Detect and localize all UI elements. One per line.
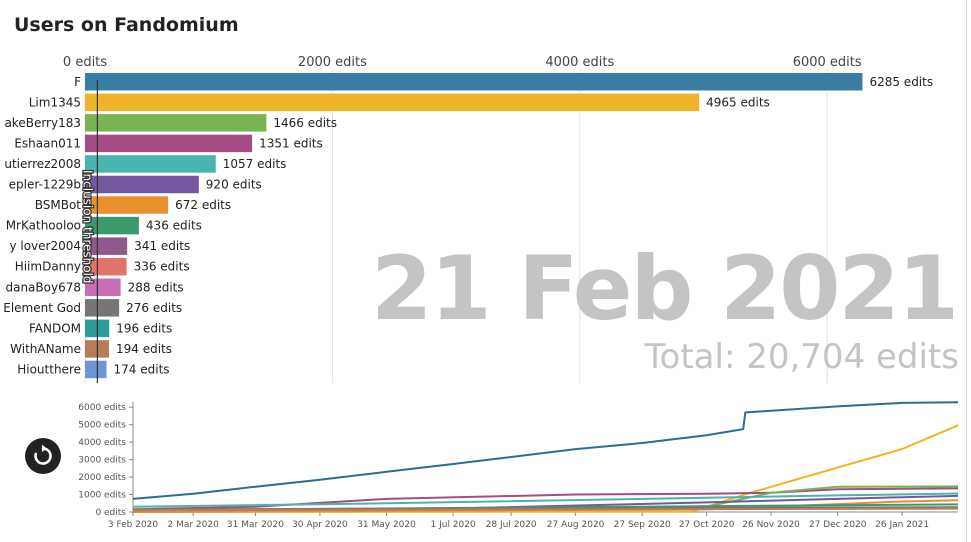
timeline-y-tick-label: 5000 edits [78, 421, 126, 431]
bar [85, 360, 107, 379]
bar-x-tick-label: 0 edits [63, 55, 107, 70]
chart-title: Users on Fandomium [14, 14, 239, 36]
threshold-label: Inclusion threshold [80, 170, 94, 284]
bar-value-label: 6285 edits [869, 75, 933, 89]
bar-category-label: HiimDanny [15, 260, 81, 274]
timeline-y-tick-label: 6000 edits [78, 403, 126, 413]
bar-value-label: 196 edits [116, 321, 172, 335]
bar-category-label: Lim1345 [29, 95, 81, 109]
timeline-x-tick-label: 1 Jul 2020 [431, 520, 476, 530]
timeline-x-tick-label: 26 Jan 2021 [875, 520, 929, 530]
timeline-series-line [132, 492, 959, 508]
timeline-y-tick-label: 3000 edits [78, 456, 126, 466]
bar [85, 257, 127, 276]
bar [85, 278, 121, 296]
bar-category-label: Eshaan011 [14, 136, 81, 150]
timeline-x-tick-label: 30 Apr 2020 [292, 520, 348, 530]
timeline-series-line [132, 507, 959, 512]
bar-value-label: 1466 edits [273, 116, 337, 130]
bar-category-label: Hioutthere [17, 362, 81, 376]
replay-button[interactable] [25, 438, 61, 474]
timeline-y-tick-label: 0 edits [95, 508, 126, 518]
bar-category-label: epler-1229b [9, 178, 81, 192]
bar-value-label: 341 edits [134, 239, 190, 253]
timeline-x-tick-label: 27 Oct 2020 [679, 520, 735, 530]
bar-value-label: 1057 edits [223, 157, 287, 171]
bar-x-tick-label: 6000 edits [793, 55, 862, 70]
bar-x-tick-label: 2000 edits [298, 55, 367, 70]
bar [85, 237, 128, 255]
timeline-x-tick-label: 31 May 2020 [357, 520, 416, 530]
bar-value-label: 336 edits [134, 260, 190, 274]
bar-category-label: BSMBot [35, 198, 82, 212]
bar-value-label: 1351 edits [259, 136, 323, 150]
bar [85, 93, 700, 112]
total-edits-label: Total: 20,704 edits [644, 337, 959, 377]
bar-value-label: 4965 edits [706, 95, 770, 109]
timeline-x-tick-label: 3 Feb 2020 [108, 520, 159, 530]
bar-category-label: y lover2004 [9, 239, 81, 253]
timeline-x-tick-label: 27 Sep 2020 [614, 520, 671, 530]
timeline-y-tick-label: 1000 edits [78, 491, 126, 501]
bar-category-label: WithAName [10, 342, 81, 356]
timeline-x-tick-label: 28 Jul 2020 [486, 520, 537, 530]
bar-value-label: 174 edits [114, 362, 170, 376]
bar [85, 175, 199, 194]
bar [85, 73, 863, 91]
bar-category-label: danaBoy678 [5, 280, 81, 294]
timeline-chart[interactable]: 0 edits 1000 edits 2000 edits 3000 edits 400… [0, 392, 971, 542]
bar-category-label: utierrez2008 [4, 157, 81, 171]
bar-category-label: Element God [3, 301, 81, 315]
timeline-x-tick-label: 31 Mar 2020 [227, 520, 284, 530]
bar-category-label: MrKathooloo [6, 219, 81, 233]
replay-icon [34, 444, 52, 465]
timeline-x-tick-label: 26 Nov 2020 [742, 520, 800, 530]
timeline-series-line [132, 424, 959, 513]
frame-border [966, 0, 967, 542]
bar-race-chart: 0 edits 2000 edits 4000 edits 6000 edits FL… [3, 55, 933, 383]
bar [85, 196, 169, 214]
bar-value-label: 920 edits [206, 178, 262, 192]
bar-value-label: 436 edits [146, 219, 202, 233]
timeline-x-tick-label: 2 Mar 2020 [167, 520, 219, 530]
bar [85, 155, 216, 173]
current-date-label: 21 Feb 2021 [371, 237, 959, 340]
bar-category-label: FANDOM [29, 321, 81, 335]
bar-category-label: F [74, 75, 81, 89]
bar-value-label: 288 edits [128, 280, 184, 294]
bar-x-tick-label: 4000 edits [545, 55, 614, 70]
timeline-series-line [132, 401, 959, 500]
timeline-x-tick-label: 27 Dec 2020 [809, 520, 867, 530]
bar-value-label: 276 edits [126, 301, 182, 315]
timeline-x-tick-label: 27 Aug 2020 [547, 520, 605, 530]
bar-category-label: akeBerry183 [4, 116, 81, 130]
bar [85, 216, 139, 235]
bar [85, 134, 253, 153]
bar-value-label: 672 edits [175, 198, 231, 212]
bar-value-label: 194 edits [116, 342, 172, 356]
bar [85, 114, 267, 132]
timeline-y-tick-label: 2000 edits [78, 473, 126, 483]
timeline-y-tick-label: 4000 edits [78, 438, 126, 448]
bar [85, 299, 120, 317]
